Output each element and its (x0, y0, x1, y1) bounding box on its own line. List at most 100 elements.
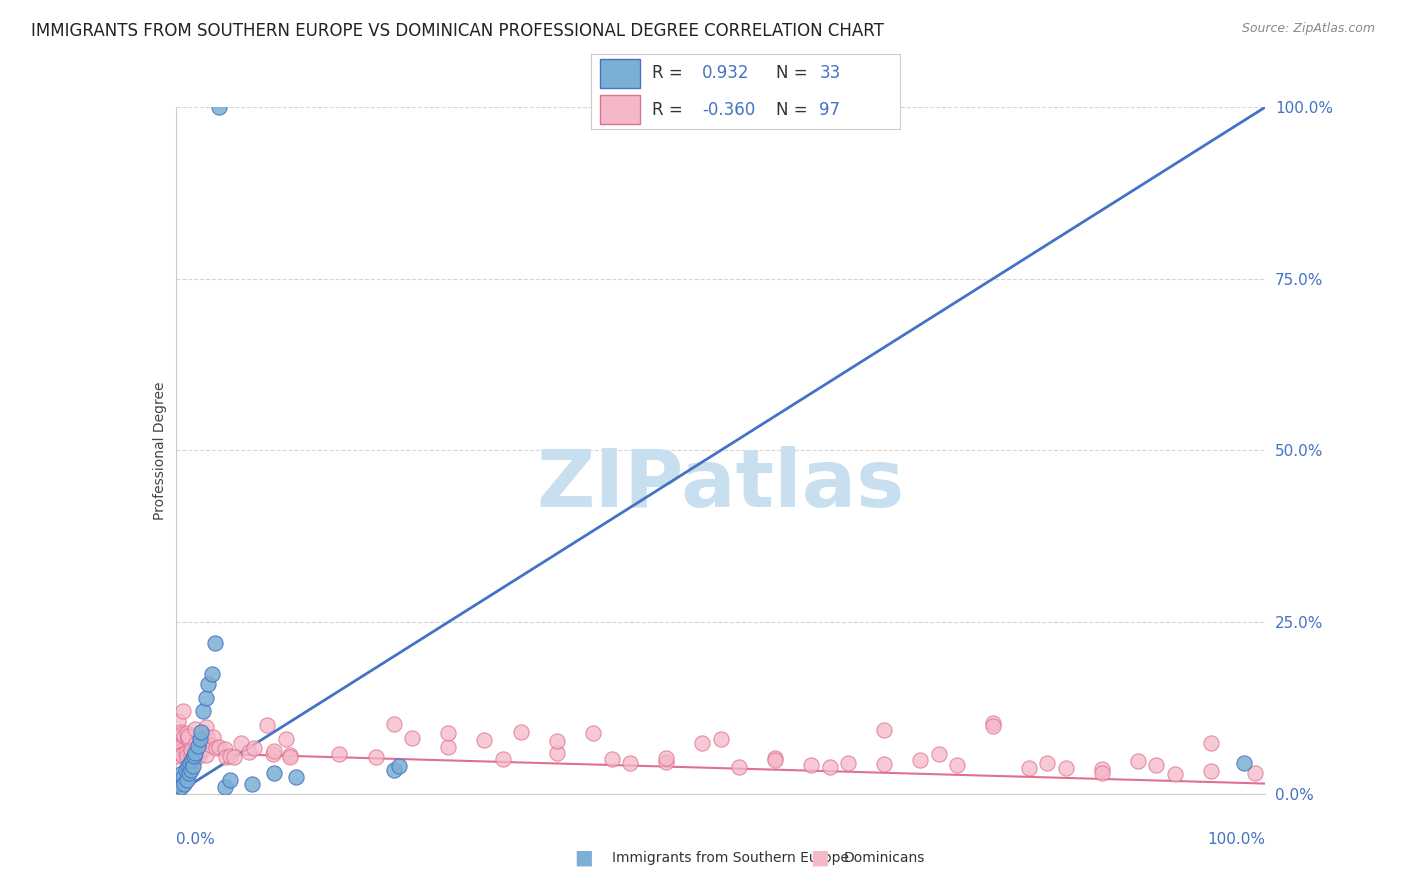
Text: 0.932: 0.932 (702, 64, 749, 82)
Point (172, 748, 194, 763)
Text: 33: 33 (820, 64, 841, 82)
Point (655, 755, 678, 769)
Point (1091, 766, 1114, 780)
Point (177, 729, 200, 743)
Point (173, 729, 195, 743)
Point (167, 746, 190, 760)
Point (219, 773, 242, 788)
Point (190, 731, 212, 746)
Point (492, 752, 515, 766)
Point (174, 763, 197, 777)
Point (183, 747, 205, 762)
Text: ▪: ▪ (574, 844, 593, 872)
Point (1036, 756, 1059, 771)
Point (183, 749, 205, 764)
Text: N =: N = (776, 64, 813, 82)
Point (195, 690, 218, 705)
Point (1233, 756, 1256, 770)
Point (710, 732, 733, 747)
Point (800, 757, 823, 772)
Point (183, 722, 205, 736)
Point (214, 742, 236, 756)
Point (945, 757, 967, 772)
Point (169, 773, 191, 788)
Point (205, 740, 228, 755)
Point (1054, 761, 1077, 775)
Point (195, 732, 218, 747)
Point (194, 747, 217, 762)
Point (284, 770, 307, 784)
Point (170, 739, 193, 753)
Point (509, 725, 531, 739)
Point (274, 731, 297, 746)
Point (195, 730, 218, 744)
Point (177, 766, 200, 780)
Point (1199, 764, 1222, 779)
Text: ZIPatlas: ZIPatlas (537, 446, 904, 524)
Point (188, 744, 211, 758)
Point (176, 773, 198, 788)
Point (1128, 755, 1150, 769)
Point (169, 745, 191, 759)
Point (437, 740, 460, 755)
Point (231, 736, 253, 750)
Text: -0.360: -0.360 (702, 101, 755, 119)
Point (170, 780, 193, 794)
Point (582, 726, 605, 740)
Point (170, 743, 193, 757)
Point (194, 736, 217, 750)
Point (873, 723, 896, 738)
FancyBboxPatch shape (600, 95, 640, 124)
Point (763, 753, 786, 767)
Point (1163, 767, 1185, 781)
Point (172, 705, 194, 719)
Text: Dominicans: Dominicans (844, 851, 925, 865)
Point (600, 752, 623, 766)
Point (176, 732, 198, 747)
Point (191, 705, 214, 719)
Point (262, 747, 284, 761)
Point (910, 753, 932, 767)
Point (388, 759, 411, 773)
Point (243, 740, 266, 755)
Point (200, 739, 222, 753)
Point (214, 780, 236, 794)
Text: R =: R = (652, 64, 689, 82)
Point (546, 733, 568, 747)
Point (1018, 761, 1040, 775)
Point (167, 776, 190, 790)
Point (928, 747, 950, 761)
Point (181, 753, 204, 767)
Point (194, 740, 217, 755)
Point (981, 719, 1004, 733)
Point (173, 776, 195, 790)
Point (837, 756, 859, 771)
Point (188, 731, 211, 746)
Point (202, 730, 225, 744)
Point (655, 750, 678, 764)
Point (190, 725, 212, 739)
Point (204, 636, 226, 650)
Text: 0.0%: 0.0% (176, 831, 215, 847)
Point (873, 757, 896, 772)
Point (179, 756, 201, 770)
Point (167, 747, 190, 762)
Text: IMMIGRANTS FROM SOUTHERN EUROPE VS DOMINICAN PROFESSIONAL DEGREE CORRELATION CHA: IMMIGRANTS FROM SOUTHERN EUROPE VS DOMIN… (31, 22, 884, 40)
Y-axis label: Professional Degree: Professional Degree (153, 381, 167, 520)
Point (188, 744, 211, 758)
Point (218, 748, 240, 763)
Point (256, 718, 278, 732)
Point (692, 736, 714, 750)
Point (1243, 765, 1265, 780)
Point (474, 732, 496, 747)
Point (184, 746, 207, 760)
Point (180, 763, 202, 777)
Point (167, 742, 190, 756)
Point (1091, 762, 1114, 776)
Point (382, 763, 405, 777)
Point (240, 776, 263, 790)
Point (172, 727, 194, 741)
Text: Immigrants from Southern Europe: Immigrants from Southern Europe (612, 851, 849, 865)
Point (172, 770, 194, 784)
Point (172, 747, 194, 761)
